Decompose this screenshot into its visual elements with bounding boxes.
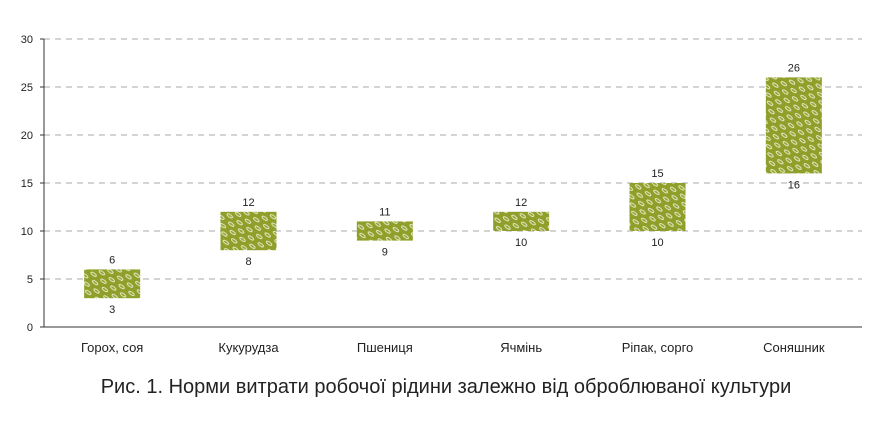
axes: 0 5 10 15 20 25 30 Горох, соя Кукурудза Пшениця Яч… <box>21 34 862 355</box>
data-label-high: 11 <box>379 206 390 218</box>
range-bar <box>220 211 277 251</box>
data-label-low: 9 <box>382 247 388 259</box>
x-category-label: Горох, соя <box>81 340 143 355</box>
data-label-high: 12 <box>515 197 527 209</box>
data-label-high: 15 <box>651 168 663 180</box>
range-bar <box>356 221 413 241</box>
y-tick-label: 25 <box>21 82 33 94</box>
figure-caption: Рис. 1. Норми витрати робочої рідини зал… <box>100 376 792 398</box>
data-label-high: 12 <box>242 197 254 209</box>
data-labels: 6 3 12 8 11 9 12 10 15 10 26 16 <box>109 62 800 316</box>
data-label-high: 26 <box>788 62 800 74</box>
range-bar <box>493 211 550 231</box>
data-label-low: 10 <box>651 237 663 249</box>
y-tick-label: 10 <box>21 226 33 238</box>
bars <box>84 77 822 299</box>
data-label-low: 10 <box>515 237 527 249</box>
y-tick-label: 15 <box>21 178 33 190</box>
y-tick-label: 5 <box>27 274 33 286</box>
range-bar <box>765 77 822 174</box>
gridlines <box>44 38 862 280</box>
data-label-low: 8 <box>245 256 251 268</box>
y-tick-label: 0 <box>27 322 33 334</box>
y-tick-label: 20 <box>21 130 33 142</box>
x-category-label: Соняшник <box>763 340 825 355</box>
y-tick-label: 30 <box>21 34 33 46</box>
range-bar <box>84 269 141 299</box>
data-label-high: 6 <box>109 254 115 266</box>
data-label-low: 16 <box>788 179 800 191</box>
range-bar-chart: 0 5 10 15 20 25 30 Горох, соя Кукурудза Пшениця Яч… <box>21 34 862 355</box>
x-category-label: Ячмінь <box>500 340 542 355</box>
x-category-label: Пшениця <box>357 340 413 355</box>
x-category-label: Кукурудза <box>218 340 279 355</box>
data-label-low: 3 <box>109 304 115 316</box>
range-bar <box>629 183 686 231</box>
x-category-label: Ріпак, сорго <box>622 340 694 355</box>
